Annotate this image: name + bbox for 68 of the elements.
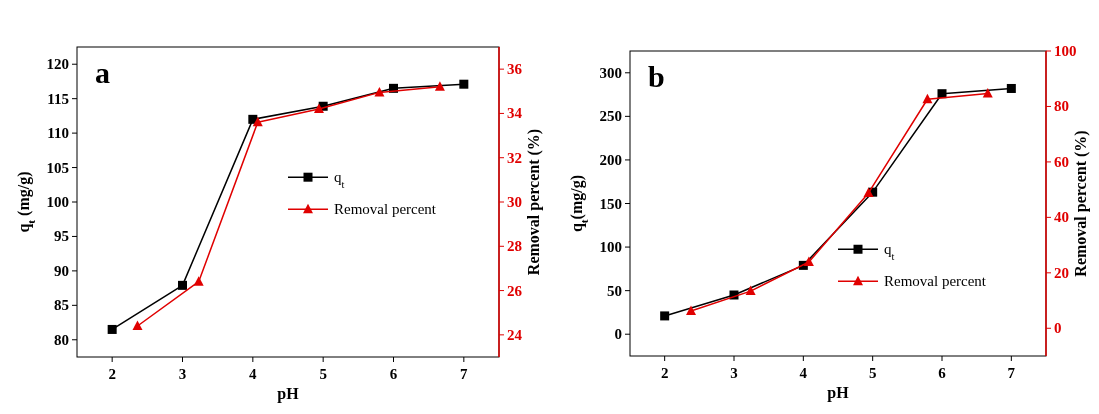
point [252, 116, 263, 127]
point [107, 324, 117, 334]
y2-tick-label: 40 [1054, 209, 1069, 226]
point [374, 86, 385, 97]
legend-label: q$_{t}$ [884, 241, 895, 262]
y-tick-label: 90 [54, 262, 69, 279]
point [434, 81, 445, 91]
point [1006, 83, 1016, 93]
x-tick-label: 7 [1007, 365, 1016, 381]
x-tick-label: 4 [799, 365, 808, 381]
point [922, 93, 933, 104]
point [686, 305, 697, 316]
y-tick-label: 100 [46, 194, 69, 210]
point [132, 320, 143, 330]
chart-title: a [95, 56, 110, 89]
x-tick-label: 7 [460, 366, 469, 382]
y2-axis-title: Removal percent (%) [1072, 130, 1090, 277]
point [193, 276, 204, 286]
y-tick-label: 250 [599, 108, 622, 125]
y2-axis-title: Removal percent (%) [525, 128, 543, 276]
x-tick-label: 3 [730, 365, 738, 381]
y-tick-label: 300 [599, 64, 622, 81]
y-tick-label: 120 [46, 56, 69, 73]
point [745, 285, 756, 296]
x-axis-title: pH [827, 384, 850, 402]
x-tick-label: 3 [178, 366, 187, 382]
point [459, 79, 469, 89]
y-tick-label: 150 [599, 195, 622, 212]
y2-tick-label: 20 [1054, 264, 1069, 281]
point [178, 280, 187, 290]
y2-tick-label: 34 [507, 105, 523, 122]
y-tick-label: 80 [54, 331, 69, 348]
y2-tick-label: 100 [1054, 43, 1077, 59]
point [982, 87, 993, 98]
y-tick-label: 200 [599, 151, 622, 168]
y-tick-label: 50 [607, 282, 622, 299]
y2-tick-label: 24 [507, 326, 523, 343]
point [660, 311, 670, 321]
x-tick-label: 2 [108, 366, 116, 382]
point [313, 103, 324, 113]
y2-tick-label: 36 [507, 61, 523, 78]
x-tick-label: 6 [938, 365, 947, 381]
y2-tick-label: 32 [507, 149, 522, 166]
y2-tick-label: 28 [507, 238, 522, 255]
x-tick-label: 4 [249, 366, 258, 382]
x-tick-label: 6 [389, 366, 398, 382]
y-tick-label: 110 [47, 125, 69, 142]
y-tick-label: 85 [54, 297, 69, 314]
y-tick-label: 0 [614, 326, 622, 343]
point [803, 256, 814, 266]
y2-tick-label: 60 [1054, 153, 1069, 170]
x-tick-label: 5 [319, 366, 327, 382]
y2-tick-label: 26 [507, 282, 523, 299]
y2-tick-label: 80 [1054, 98, 1069, 115]
y2-tick-label: 0 [1054, 320, 1062, 337]
legend-label: Removal percent [884, 273, 987, 290]
y2-tick-label: 30 [507, 194, 522, 210]
y-tick-label: 95 [54, 228, 69, 245]
chart-title: b [648, 60, 665, 93]
y-tick-label: 105 [46, 159, 69, 176]
x-tick-label: 5 [868, 365, 877, 381]
x-axis-title: pH [277, 385, 300, 403]
point [863, 187, 874, 197]
x-tick-label: 2 [660, 365, 669, 381]
legend-label: q$_{t}$ [334, 169, 345, 190]
y-tick-label: 100 [599, 239, 622, 256]
y-tick-label: 115 [47, 90, 69, 107]
legend-label: Removal percent [334, 201, 437, 218]
